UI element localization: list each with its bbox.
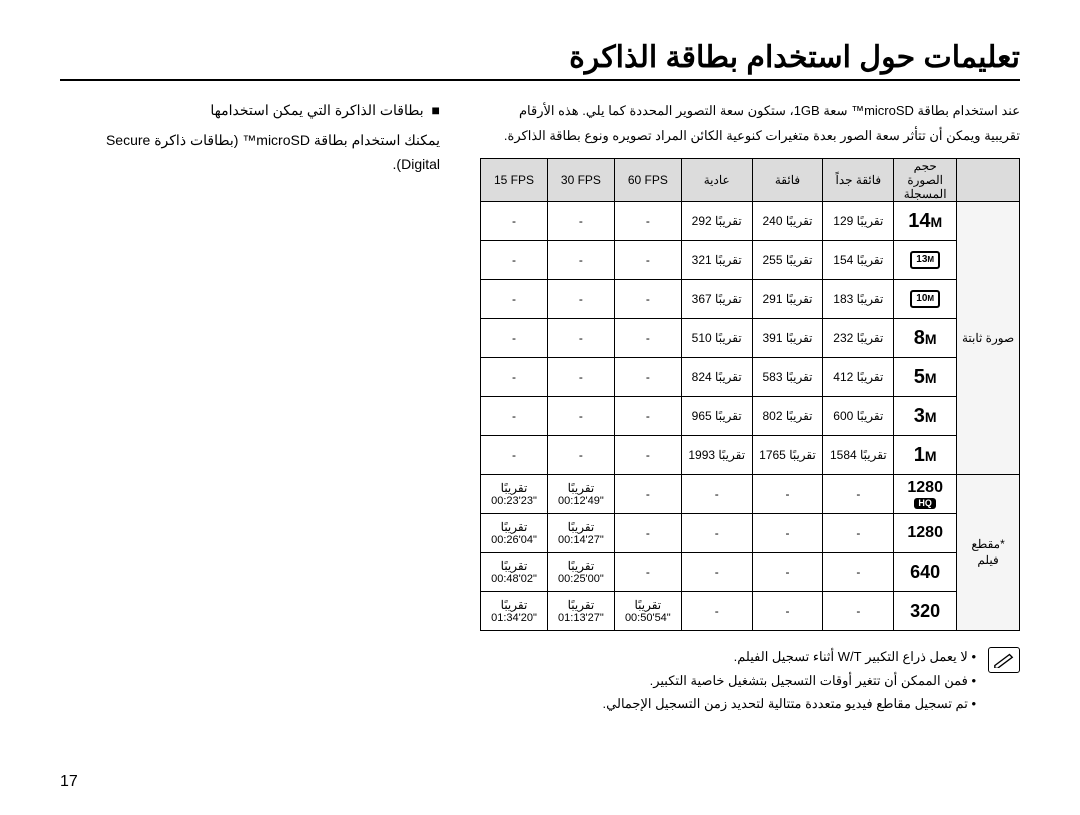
capacity-table: حجم الصورة المسجلة فائقة جداً فائقة عادي…	[480, 158, 1020, 631]
table-row: 3M تقريبًا 600 تقريبًا 802 تقريبًا 965 -…	[481, 397, 1020, 436]
th-size: حجم الصورة المسجلة	[894, 159, 957, 202]
cat-still: صورة ثابتة	[957, 202, 1020, 475]
cat-video: *مقطع فيلم	[957, 475, 1020, 631]
th-category	[957, 159, 1020, 202]
th-30fps: 30 FPS	[547, 159, 614, 202]
intro-line-2: تقريبية ويمكن أن تتأثر سعة الصور بعدة مت…	[480, 124, 1020, 149]
th-normal: عادية	[681, 159, 752, 202]
intro-line-1: عند استخدام بطاقة microSD™ سعة 1GB، ستكو…	[480, 99, 1020, 124]
table-row: 5M تقريبًا 412 تقريبًا 583 تقريبًا 824 -…	[481, 358, 1020, 397]
page-title: تعليمات حول استخدام بطاقة الذاكرة	[569, 41, 1020, 74]
right-heading: بطاقات الذاكرة التي يمكن استخدامها	[210, 102, 423, 118]
hq-badge: HQ	[914, 498, 936, 509]
th-15fps: 15 FPS	[481, 159, 548, 202]
page-number: 17	[60, 773, 78, 791]
page-title-row: تعليمات حول استخدام بطاقة الذاكرة	[60, 40, 1020, 81]
notes-block: لا يعمل ذراع التكبير W/T أثناء تسجيل الف…	[480, 645, 1020, 715]
th-60fps: 60 FPS	[614, 159, 681, 202]
table-row: 1280 - - - - تقريبًا00:14'27" تقريبًا00:…	[481, 514, 1020, 553]
note-2: فمن الممكن أن تتغير أوقات التسجيل بتشغيل…	[480, 669, 976, 692]
table-row: 320 - - - تقريبًا00:50'54" تقريبًا01:13'…	[481, 592, 1020, 631]
right-body: يمكنك استخدام بطاقة microSD™ (بطاقات ذاك…	[60, 129, 440, 177]
pencil-note-icon	[988, 647, 1020, 673]
table-row: 10M تقريبًا 183 تقريبًا 291 تقريبًا 367 …	[481, 280, 1020, 319]
left-column: عند استخدام بطاقة microSD™ سعة 1GB، ستكو…	[480, 99, 1020, 716]
table-row: 1M تقريبًا 1584 تقريبًا 1765 تقريبًا 199…	[481, 436, 1020, 475]
th-fine: فائقة	[752, 159, 823, 202]
table-row: صورة ثابتة 14M تقريبًا 129 تقريبًا 240 ت…	[481, 202, 1020, 241]
table-row: 8M تقريبًا 232 تقريبًا 391 تقريبًا 510 -…	[481, 319, 1020, 358]
table-header-row: حجم الصورة المسجلة فائقة جداً فائقة عادي…	[481, 159, 1020, 202]
bullet-icon: ■	[432, 99, 440, 123]
right-column: ■ بطاقات الذاكرة التي يمكن استخدامها يمك…	[60, 99, 440, 716]
table-row: 13M تقريبًا 154 تقريبًا 255 تقريبًا 321 …	[481, 241, 1020, 280]
intro-text: عند استخدام بطاقة microSD™ سعة 1GB، ستكو…	[480, 99, 1020, 148]
note-3: تم تسجيل مقاطع فيديو متعددة متتالية لتحد…	[480, 692, 976, 715]
table-row: *مقطع فيلم 1280 HQ - - - - تقريبًا00:12'…	[481, 475, 1020, 514]
note-1: لا يعمل ذراع التكبير W/T أثناء تسجيل الف…	[480, 645, 976, 668]
table-row: 640 - - - - تقريبًا00:25'00" تقريبًا00:4…	[481, 553, 1020, 592]
th-superfine: فائقة جداً	[823, 159, 894, 202]
